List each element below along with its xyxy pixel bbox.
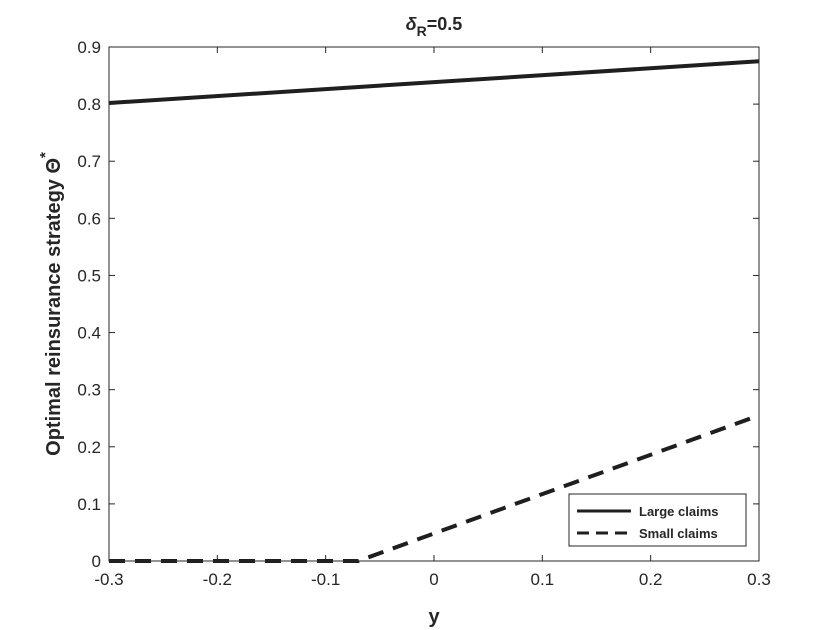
y-tick-label: 0.1	[77, 495, 101, 514]
y-tick-label: 0.9	[77, 38, 101, 57]
x-axis-ticks: -0.3 -0.2 -0.1 0 0.1 0.2 0.3	[94, 47, 771, 589]
x-tick-label: -0.1	[311, 570, 340, 589]
title-symbol: δ	[406, 14, 418, 34]
x-tick-label: -0.3	[94, 570, 123, 589]
y-axis-label: Optimal reinsurance strategy Θ*	[37, 152, 65, 456]
y-tick-label: 0.3	[77, 381, 101, 400]
legend: Large claims Small claims	[568, 493, 747, 547]
y-tick-label: 0.7	[77, 152, 101, 171]
x-tick-label: -0.2	[203, 570, 232, 589]
x-tick-label: 0.3	[747, 570, 771, 589]
legend-box	[568, 493, 747, 547]
x-tick-label: 0.1	[531, 570, 555, 589]
y-tick-label: 0.4	[77, 324, 101, 343]
y-axis-ticks: 0 0.1 0.2 0.3 0.4 0.5 0.6 0.7 0.8 0.9	[77, 38, 759, 571]
legend-entry-small-claims: Small claims	[639, 526, 718, 541]
plot-area	[109, 47, 759, 561]
y-tick-label: 0.8	[77, 95, 101, 114]
x-tick-label: 0.2	[639, 570, 663, 589]
y-axis-label-text: Optimal reinsurance strategy Θ	[43, 158, 65, 456]
chart-title: δR=0.5	[406, 14, 463, 39]
x-axis-label: y	[428, 606, 440, 628]
y-tick-label: 0	[92, 552, 101, 571]
y-axis-label-superscript: *	[37, 152, 54, 158]
plot-background	[109, 47, 759, 561]
y-tick-label: 0.2	[77, 438, 101, 457]
series-line-large-claims	[108, 59, 760, 105]
y-tick-label: 0.5	[77, 266, 101, 285]
x-tick-label: 0	[429, 570, 438, 589]
legend-entry-large-claims: Large claims	[639, 504, 719, 519]
y-tick-label: 0.6	[77, 209, 101, 228]
title-subscript: R	[417, 23, 427, 39]
title-value: =0.5	[427, 14, 463, 34]
